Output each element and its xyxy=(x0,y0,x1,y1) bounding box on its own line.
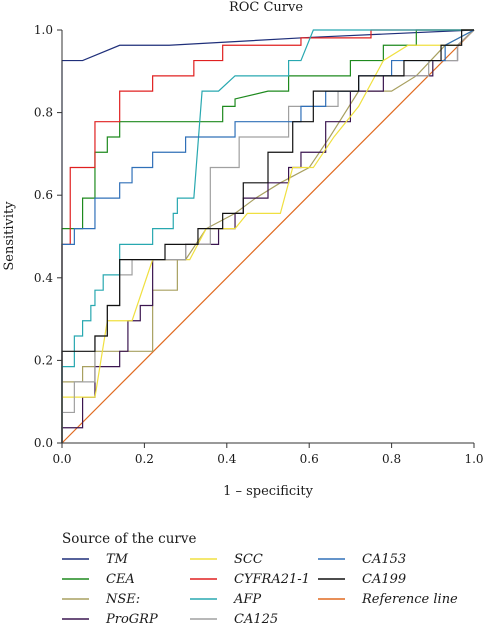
legend-label-ca153: CA153 xyxy=(362,552,406,567)
legend-items: TM CEA NSE: ProGRP SCC CYFRA21-1 AFP CA125 CA153… xyxy=(62,552,458,627)
y-tick-label: 0.4 xyxy=(34,271,53,285)
legend-label-cea: CEA xyxy=(106,572,135,587)
series-line-afp xyxy=(61,29,474,443)
series-line-ca199 xyxy=(61,29,474,443)
legend-label-afp: AFP xyxy=(233,592,261,607)
legend-title: Source of the curve xyxy=(62,531,197,547)
y-tick-label: 0.6 xyxy=(34,188,53,202)
y-axis-ticks: 0.0 0.2 0.4 0.6 0.8 1.0 xyxy=(34,23,62,450)
chart-title: ROC Curve xyxy=(229,0,303,15)
legend-label-ca125: CA125 xyxy=(234,612,278,627)
x-axis-title: 1 – specificity xyxy=(223,484,313,499)
series-line-cyfra21-1 xyxy=(61,29,474,443)
x-axis-ticks: 0.0 0.2 0.4 0.6 0.8 1.0 xyxy=(52,443,484,466)
series-line-scc xyxy=(61,29,475,443)
series-line-reference-line xyxy=(61,29,475,444)
legend-label-cyfra21-1: CYFRA21-1 xyxy=(234,572,310,587)
legend-label-reference-line: Reference line xyxy=(361,592,458,607)
legend-label-tm: TM xyxy=(106,552,129,567)
x-tick-label: 0.0 xyxy=(52,452,71,466)
x-tick-label: 0.8 xyxy=(382,452,401,466)
legend-label-nse: NSE: xyxy=(105,592,140,607)
legend-label-progrp: ProGRP xyxy=(105,612,158,627)
y-axis-title: Sensitivity xyxy=(2,201,17,271)
legend-label-scc: SCC xyxy=(234,552,263,567)
series-layer xyxy=(61,29,475,444)
x-tick-label: 0.4 xyxy=(217,452,236,466)
x-tick-label: 0.6 xyxy=(300,452,319,466)
y-tick-label: 0.0 xyxy=(34,436,53,450)
y-tick-label: 0.2 xyxy=(34,353,53,367)
plot-area: 0.0 0.2 0.4 0.6 0.8 1.0 0.0 0.2 0.4 0.6 0.8 1.0 xyxy=(34,23,484,466)
legend-label-ca199: CA199 xyxy=(362,572,406,587)
legend: Source of the curve TM CEA NSE: ProGRP SCC CY… xyxy=(62,531,458,627)
x-tick-label: 1.0 xyxy=(464,452,483,466)
y-tick-label: 0.8 xyxy=(34,106,53,120)
x-tick-label: 0.2 xyxy=(135,452,154,466)
y-tick-label: 1.0 xyxy=(34,23,53,37)
series-line-cea xyxy=(61,29,474,443)
